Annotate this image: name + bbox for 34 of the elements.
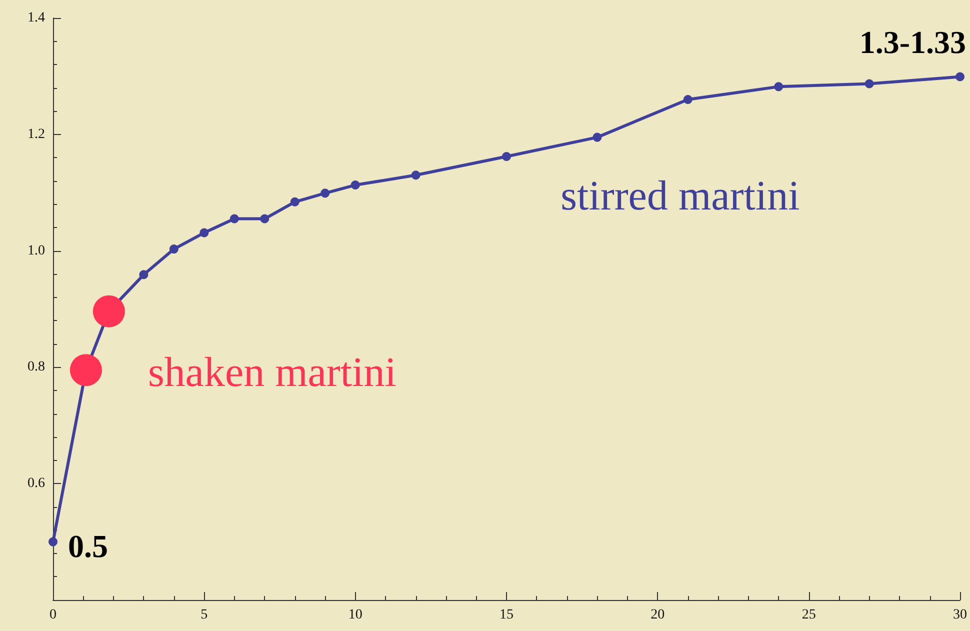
y-tick-label: 1.4 xyxy=(28,10,45,26)
x-tick-label: 20 xyxy=(650,608,665,622)
point xyxy=(290,197,300,206)
annotation: 0.5 xyxy=(68,528,108,564)
x-tick-label: 15 xyxy=(500,608,514,622)
y-tick-label: 0.6 xyxy=(28,476,45,492)
series-label: stirred martini xyxy=(560,173,800,220)
point xyxy=(92,295,125,328)
point xyxy=(956,72,964,82)
point xyxy=(200,228,209,238)
point xyxy=(683,94,692,104)
point xyxy=(411,170,420,180)
point xyxy=(774,82,784,92)
x-tick-label: 0 xyxy=(50,608,56,622)
point xyxy=(230,214,239,224)
y-tick-label: 1.2 xyxy=(28,126,45,142)
y-tick-label: 1.0 xyxy=(28,243,45,258)
x-tick-label: 5 xyxy=(200,608,208,622)
point xyxy=(260,214,270,224)
series-label: shaken martini xyxy=(148,350,396,396)
point xyxy=(48,537,58,546)
point xyxy=(139,270,148,280)
point xyxy=(70,354,102,386)
x-tick-label: 10 xyxy=(348,608,362,622)
x-tick-label: 30 xyxy=(953,608,967,622)
point xyxy=(169,244,178,254)
point xyxy=(350,180,360,190)
point xyxy=(502,152,511,162)
y-tick-label: 0.8 xyxy=(28,360,45,375)
point xyxy=(592,132,602,142)
point xyxy=(320,188,330,198)
point xyxy=(864,79,874,88)
x-tick-label: 25 xyxy=(802,608,816,622)
annotation: 1.3-1.33 xyxy=(859,24,966,60)
